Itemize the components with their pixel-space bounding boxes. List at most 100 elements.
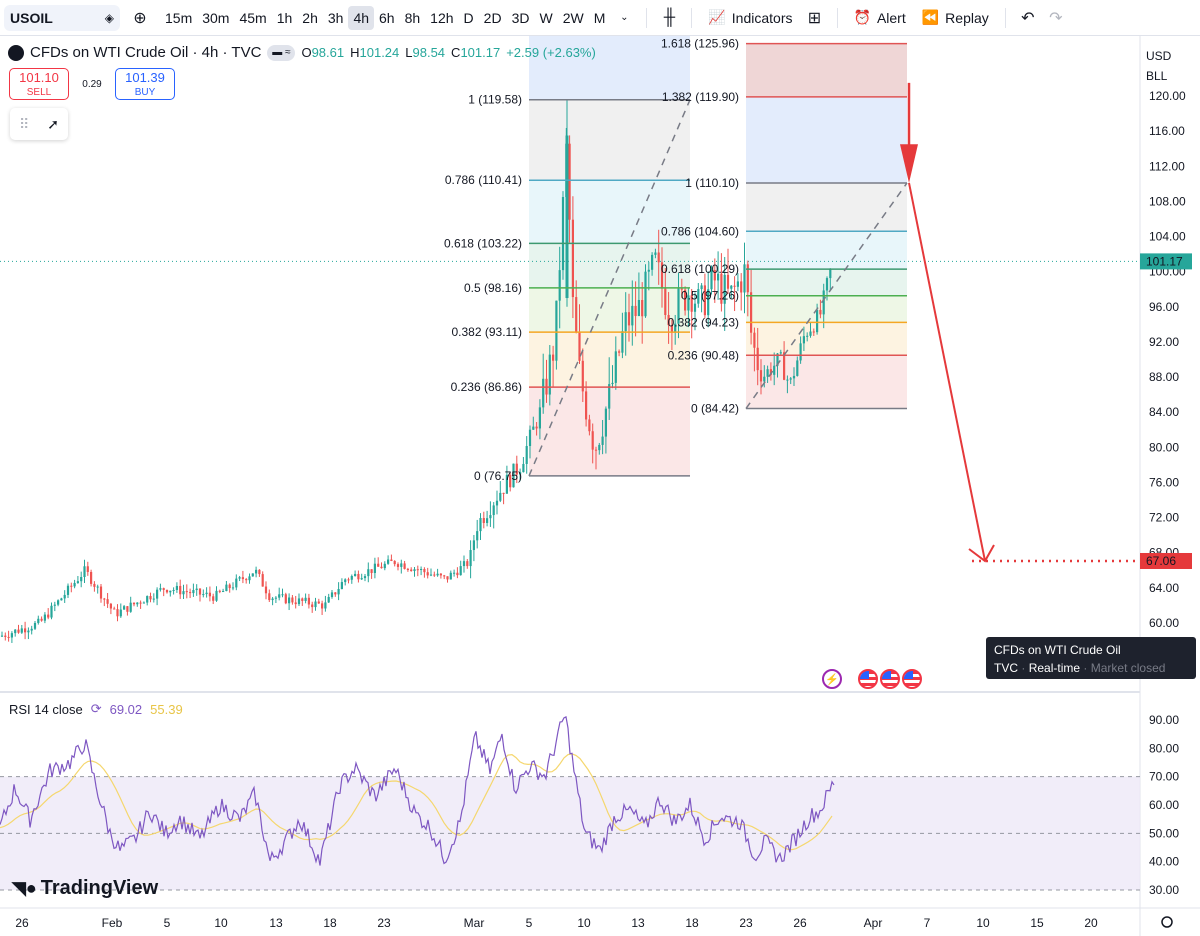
undo-icon[interactable]: ↶ bbox=[1021, 9, 1035, 27]
timeframe-4h[interactable]: 4h bbox=[348, 5, 375, 30]
buy-button[interactable]: 101.39 BUY bbox=[115, 68, 175, 100]
time-tick: Mar bbox=[464, 916, 485, 930]
candle-body bbox=[406, 568, 409, 570]
candle-body bbox=[146, 596, 149, 603]
timeframe-w[interactable]: W bbox=[539, 9, 553, 26]
candle-body bbox=[198, 588, 202, 595]
candle-body bbox=[261, 574, 264, 587]
timeframe-15m[interactable]: 15m bbox=[165, 9, 193, 26]
candles-icon[interactable]: ╫ bbox=[663, 8, 676, 26]
fib1-level-label: 0.382 (93.11) bbox=[452, 325, 523, 339]
price-tick: 80.00 bbox=[1149, 440, 1179, 454]
time-tick: Feb bbox=[102, 916, 123, 930]
price-tick: 60.00 bbox=[1149, 616, 1179, 630]
candle-body bbox=[825, 278, 829, 291]
event-markers: ⚡ bbox=[822, 669, 922, 689]
replay-button[interactable]: ⏪ Replay bbox=[914, 9, 997, 26]
candle-body bbox=[528, 429, 532, 446]
candle-body bbox=[588, 419, 591, 432]
lightning-icon[interactable]: ⚡ bbox=[822, 669, 842, 689]
timeframe-30m[interactable]: 30m bbox=[202, 9, 230, 26]
add-symbol-icon[interactable]: ⊕ bbox=[133, 9, 147, 27]
candle-body bbox=[142, 602, 145, 604]
candle-body bbox=[294, 602, 297, 605]
timeframe-3d[interactable]: 3D bbox=[511, 9, 530, 26]
chart-legend: CFDs on WTI Crude Oil · 4h · TVC ▬ ≈ O98… bbox=[8, 44, 596, 61]
timeframe-m[interactable]: M bbox=[593, 9, 606, 26]
symbol-search[interactable]: USOIL ◈ bbox=[4, 4, 120, 31]
candle-body bbox=[558, 270, 561, 301]
timeframe-list: 15m 30m 45m 1h 2h 3h 4h 6h 8h 12h D 2D 3D W 2W M bbox=[160, 5, 610, 30]
candle-body bbox=[162, 588, 165, 590]
candle-body bbox=[337, 589, 340, 595]
sell-button[interactable]: 101.10 SELL bbox=[9, 68, 69, 100]
candle-body bbox=[532, 426, 535, 430]
candle-body bbox=[268, 593, 271, 601]
timeframe-2h[interactable]: 2h bbox=[302, 9, 318, 26]
candle-body bbox=[340, 582, 343, 590]
candle-body bbox=[443, 575, 446, 577]
timeframe-3h[interactable]: 3h bbox=[327, 9, 344, 26]
candle-body bbox=[651, 254, 654, 270]
cursor-arrow-icon[interactable]: ➚ bbox=[47, 115, 59, 132]
price-chart[interactable]: 1 (119.58) 0.786 (110.41) 0.618 (103.22) 0.… bbox=[0, 36, 1200, 936]
timeframe-1h[interactable]: 1h bbox=[276, 9, 293, 26]
sell-price: 101.10 bbox=[19, 70, 59, 85]
chevron-down-icon[interactable]: ⌄ bbox=[620, 12, 629, 23]
candle-body bbox=[159, 588, 162, 590]
candle-body bbox=[344, 579, 347, 583]
candle-body bbox=[611, 382, 614, 385]
redo-icon[interactable]: ↷ bbox=[1049, 9, 1063, 27]
candle-body bbox=[733, 285, 736, 287]
fib2-level-label: 1.382 (119.90) bbox=[662, 90, 739, 104]
candle-body bbox=[93, 583, 96, 587]
timeframe-12h[interactable]: 12h bbox=[430, 9, 454, 26]
candle-body bbox=[822, 290, 825, 315]
alert-button[interactable]: ⏰ Alert bbox=[846, 9, 914, 26]
candle-body bbox=[479, 518, 482, 532]
candle-body bbox=[525, 445, 528, 464]
time-tick: 10 bbox=[214, 916, 228, 930]
timeframe-45m[interactable]: 45m bbox=[239, 9, 267, 26]
us-flag-icon[interactable] bbox=[902, 669, 922, 689]
candle-body bbox=[462, 561, 466, 567]
candle-body bbox=[829, 269, 832, 279]
candle-body bbox=[4, 635, 7, 637]
candle-body bbox=[789, 378, 792, 380]
layout-grid-icon[interactable]: ⊞ bbox=[807, 9, 822, 27]
timeframe-8h[interactable]: 8h bbox=[404, 9, 421, 26]
candle-body bbox=[83, 566, 86, 578]
price-tick: 72.00 bbox=[1149, 511, 1179, 525]
indicators-button[interactable]: 📈 Indicators bbox=[700, 9, 800, 26]
candle-body bbox=[185, 591, 188, 593]
time-tick: 18 bbox=[685, 916, 699, 930]
candle-body bbox=[495, 500, 499, 506]
candle-body bbox=[255, 569, 258, 574]
us-flag-icon[interactable] bbox=[858, 669, 878, 689]
drag-handle-icon[interactable]: ⠿ bbox=[19, 115, 30, 132]
candle-body bbox=[284, 594, 287, 604]
candle-body bbox=[773, 365, 776, 375]
timeframe-d[interactable]: D bbox=[463, 9, 474, 26]
timeframe-2d[interactable]: 2D bbox=[483, 9, 502, 26]
candle-body bbox=[492, 505, 495, 516]
candle-body bbox=[816, 309, 819, 333]
price-tick: 104.00 bbox=[1149, 230, 1186, 244]
us-flag-icon[interactable] bbox=[880, 669, 900, 689]
candle-body bbox=[264, 586, 268, 594]
divider bbox=[836, 7, 838, 28]
candle-body bbox=[459, 566, 462, 576]
timeframe-6h[interactable]: 6h bbox=[379, 9, 395, 26]
candle-body bbox=[192, 590, 195, 594]
cursor-tool[interactable]: ⠿ ➚ bbox=[10, 108, 68, 140]
candle-body bbox=[667, 314, 670, 326]
candle-body bbox=[707, 289, 710, 316]
tooltip-market: Market closed bbox=[1090, 661, 1166, 675]
candle-body bbox=[90, 571, 93, 584]
candle-body bbox=[746, 264, 749, 293]
refresh-icon[interactable]: ⟳ bbox=[90, 701, 102, 716]
timeframe-2w[interactable]: 2W bbox=[562, 9, 584, 26]
compare-icon[interactable]: ◈ bbox=[104, 10, 114, 25]
visibility-icon[interactable]: ▬ ≈ bbox=[267, 44, 296, 61]
candle-body bbox=[63, 594, 66, 599]
